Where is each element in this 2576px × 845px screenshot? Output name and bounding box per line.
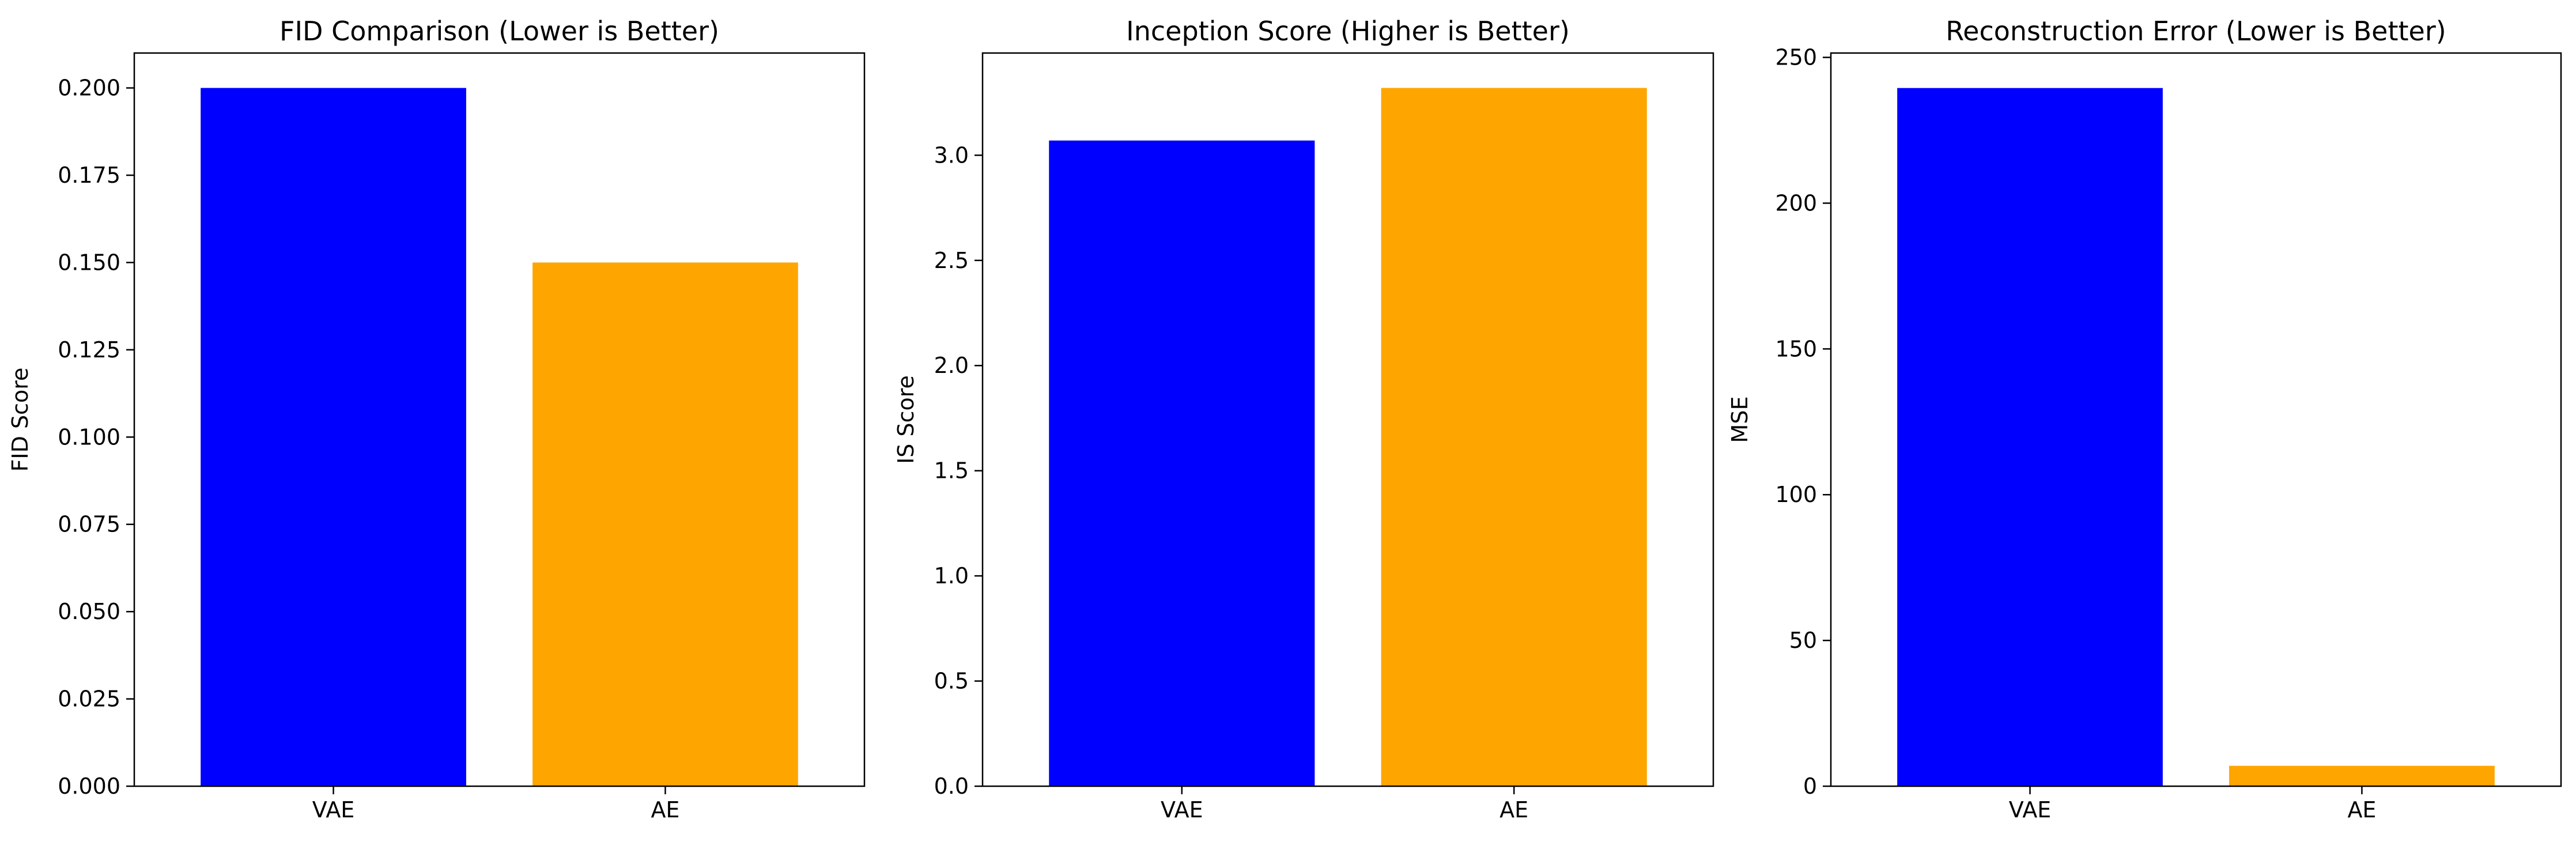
y-tick-label: 0.100 (58, 424, 120, 450)
y-tick-label: 250 (1775, 45, 1817, 70)
y-tick-label: 0.025 (58, 686, 120, 712)
chart-title: FID Comparison (Lower is Better) (279, 16, 719, 47)
y-tick-label: 0.125 (58, 337, 120, 363)
x-tick-label: VAE (2009, 797, 2052, 823)
bar-ae (532, 262, 798, 786)
y-tick-label: 200 (1775, 190, 1817, 216)
y-tick-label: 0.050 (58, 599, 120, 624)
bar-vae (1897, 88, 2163, 786)
y-tick-label: 0.150 (58, 250, 120, 275)
y-tick-label: 0 (1803, 774, 1817, 799)
y-tick-label: 0.075 (58, 512, 120, 537)
bar-ae (1381, 88, 1647, 787)
axes-frame (1830, 52, 2562, 787)
y-tick-label: 0.000 (58, 774, 120, 799)
x-tick-label: VAE (1161, 797, 1203, 823)
y-tick-label: 0.5 (934, 669, 969, 694)
y-tick-label: 1.5 (934, 458, 969, 484)
bar-vae (1049, 140, 1315, 786)
y-tick-label: 50 (1789, 628, 1817, 653)
y-tick-label: 150 (1775, 336, 1817, 361)
chart-title: Reconstruction Error (Lower is Better) (1946, 16, 2446, 47)
x-tick-label: AE (2347, 797, 2376, 823)
y-tick-label: 3.0 (934, 142, 969, 168)
y-axis-label: IS Score (893, 375, 919, 464)
axes-frame (133, 52, 866, 787)
x-tick-label: AE (1499, 797, 1528, 823)
chart-panel-1: 0.000 0.025 0.050 0.075 0.100 0.125 0.150 0.175… (7, 16, 866, 823)
bar-vae (201, 88, 466, 787)
y-tick-label: 0.0 (934, 774, 969, 799)
axes-frame (981, 52, 1714, 787)
y-tick-label: 1.0 (934, 563, 969, 589)
y-tick-label: 100 (1775, 482, 1817, 507)
y-tick-label: 0.200 (58, 76, 120, 101)
y-tick-label: 2.5 (934, 248, 969, 273)
y-axis-label: MSE (1727, 397, 1752, 443)
y-axis-label: FID Score (7, 368, 33, 472)
y-tick-label: 0.175 (58, 163, 120, 188)
bar-ae (2229, 765, 2495, 786)
chart-title: Inception Score (Higher is Better) (1126, 16, 1570, 47)
x-tick-label: AE (651, 797, 679, 823)
chart-panel-3: 0 50 100 150 200 250 VAE AE Reconstruction Error… (1727, 16, 2562, 823)
chart-panel-2: 0.0 0.5 1.0 1.5 2.0 2.5 3.0 VAE AE Inception Scor… (893, 16, 1714, 823)
y-tick-label: 2.0 (934, 353, 969, 378)
x-tick-label: VAE (312, 797, 355, 823)
